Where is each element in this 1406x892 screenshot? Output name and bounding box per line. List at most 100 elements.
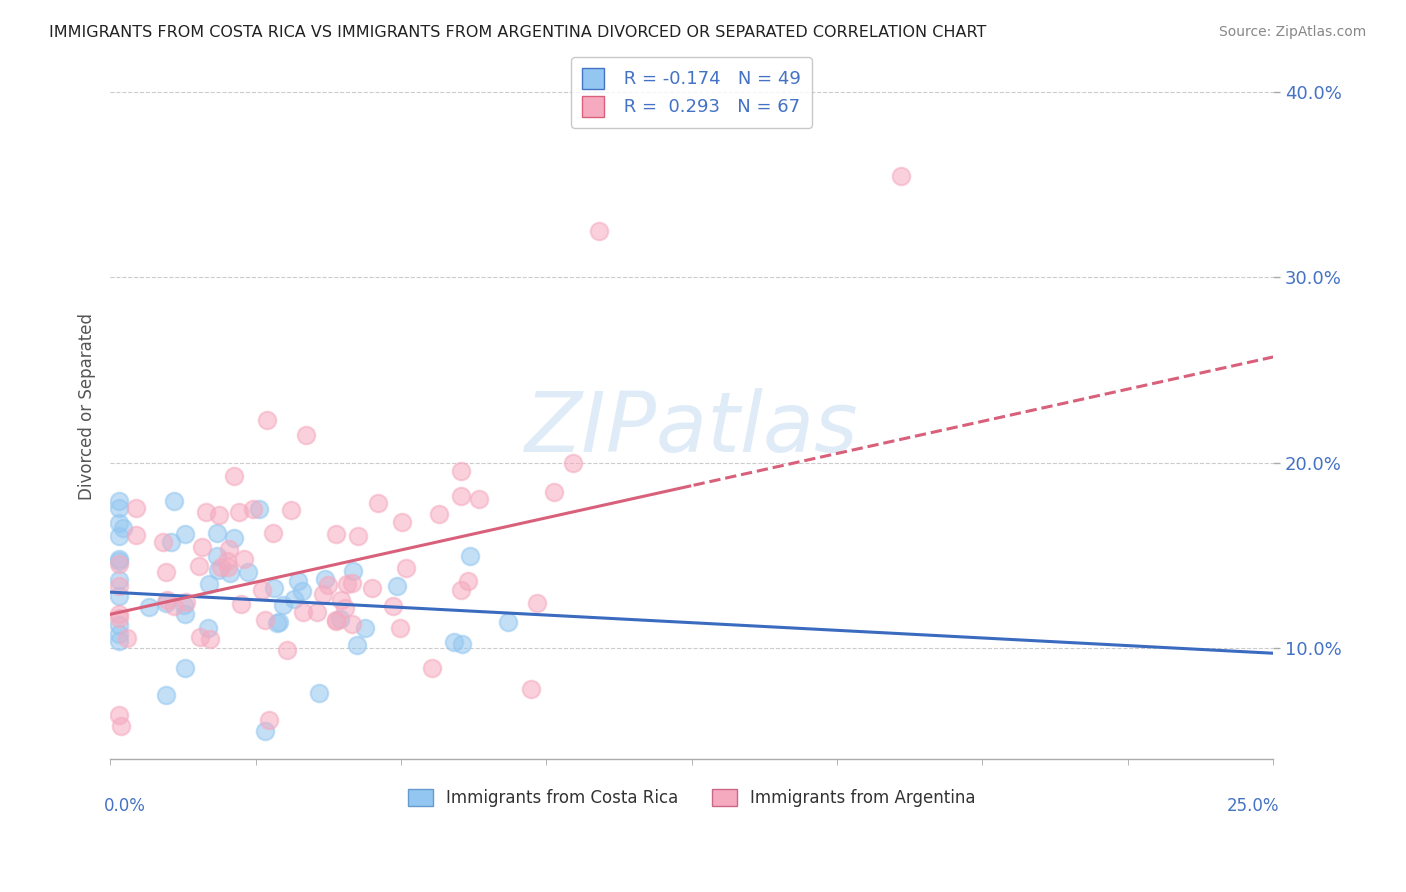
Point — [215, 554, 238, 568]
Point — [387, 579, 409, 593]
Point — [329, 612, 352, 626]
Point — [152, 534, 174, 549]
Point — [217, 560, 239, 574]
Point — [138, 599, 160, 614]
Point — [267, 615, 290, 629]
Point — [262, 525, 284, 540]
Point — [209, 559, 232, 574]
Point — [257, 713, 280, 727]
Point — [291, 584, 314, 599]
Point — [346, 529, 368, 543]
Point — [108, 494, 131, 508]
Point — [108, 516, 131, 530]
Point — [188, 558, 211, 573]
Text: Source: ZipAtlas.com: Source: ZipAtlas.com — [1219, 25, 1367, 39]
Point — [108, 554, 131, 568]
Point — [588, 224, 610, 238]
Text: IMMIGRANTS FROM COSTA RICA VS IMMIGRANTS FROM ARGENTINA DIVORCED OR SEPARATED CO: IMMIGRANTS FROM COSTA RICA VS IMMIGRANTS… — [49, 25, 987, 40]
Point — [420, 661, 443, 675]
Point — [207, 563, 229, 577]
Point — [325, 526, 347, 541]
Point — [190, 540, 212, 554]
Point — [389, 622, 412, 636]
Point — [276, 643, 298, 657]
Point — [427, 507, 450, 521]
Point — [391, 515, 413, 529]
Point — [450, 489, 472, 503]
Point — [174, 527, 197, 541]
Point — [108, 574, 131, 588]
Point — [280, 503, 302, 517]
Point — [353, 622, 375, 636]
Point — [108, 627, 131, 641]
Point — [160, 535, 183, 549]
Point — [108, 611, 131, 625]
Point — [295, 428, 318, 442]
Text: 0.0%: 0.0% — [104, 797, 146, 815]
Point — [236, 566, 259, 580]
Point — [468, 492, 491, 507]
Point — [450, 464, 472, 478]
Point — [125, 501, 148, 516]
Point — [890, 169, 912, 183]
Point — [367, 496, 389, 510]
Point — [395, 560, 418, 574]
Point — [208, 508, 231, 522]
Point — [198, 577, 221, 591]
Point — [308, 686, 330, 700]
Point — [205, 526, 228, 541]
Point — [108, 617, 131, 632]
Point — [174, 661, 197, 675]
Point — [342, 564, 364, 578]
Point — [250, 583, 273, 598]
Point — [287, 574, 309, 589]
Point — [457, 574, 479, 588]
Point — [108, 633, 131, 648]
Point — [458, 549, 481, 564]
Point — [108, 558, 131, 572]
Point — [110, 719, 132, 733]
Point — [526, 596, 548, 610]
Point — [197, 621, 219, 635]
Point — [325, 613, 347, 627]
Point — [229, 598, 252, 612]
Point — [156, 592, 179, 607]
Point — [256, 413, 278, 427]
Point — [218, 541, 240, 556]
Point — [292, 606, 315, 620]
Point — [108, 529, 131, 543]
Point — [108, 589, 131, 603]
Point — [233, 552, 256, 566]
Point — [155, 688, 177, 702]
Point — [450, 582, 472, 597]
Text: ZIPatlas: ZIPatlas — [524, 387, 859, 468]
Point — [205, 549, 228, 564]
Point — [108, 708, 131, 723]
Point — [520, 681, 543, 696]
Point — [219, 566, 242, 580]
Point — [228, 505, 250, 519]
Point — [194, 505, 217, 519]
Point — [173, 598, 195, 612]
Point — [340, 617, 363, 632]
Point — [266, 615, 288, 630]
Point — [312, 587, 335, 601]
Point — [111, 521, 134, 535]
Point — [247, 501, 270, 516]
Point — [222, 531, 245, 545]
Point — [325, 614, 347, 628]
Point — [330, 592, 353, 607]
Point — [176, 595, 198, 609]
Point — [108, 551, 131, 566]
Point — [108, 607, 131, 621]
Point — [333, 600, 356, 615]
Point — [155, 596, 177, 610]
Point — [361, 581, 384, 595]
Point — [163, 494, 186, 508]
Point — [155, 565, 177, 579]
Point — [451, 637, 474, 651]
Point — [283, 592, 305, 607]
Point — [336, 576, 359, 591]
Point — [253, 613, 276, 627]
Point — [263, 582, 285, 596]
